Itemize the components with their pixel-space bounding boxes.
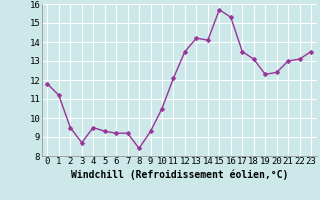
X-axis label: Windchill (Refroidissement éolien,°C): Windchill (Refroidissement éolien,°C) [70, 169, 288, 180]
